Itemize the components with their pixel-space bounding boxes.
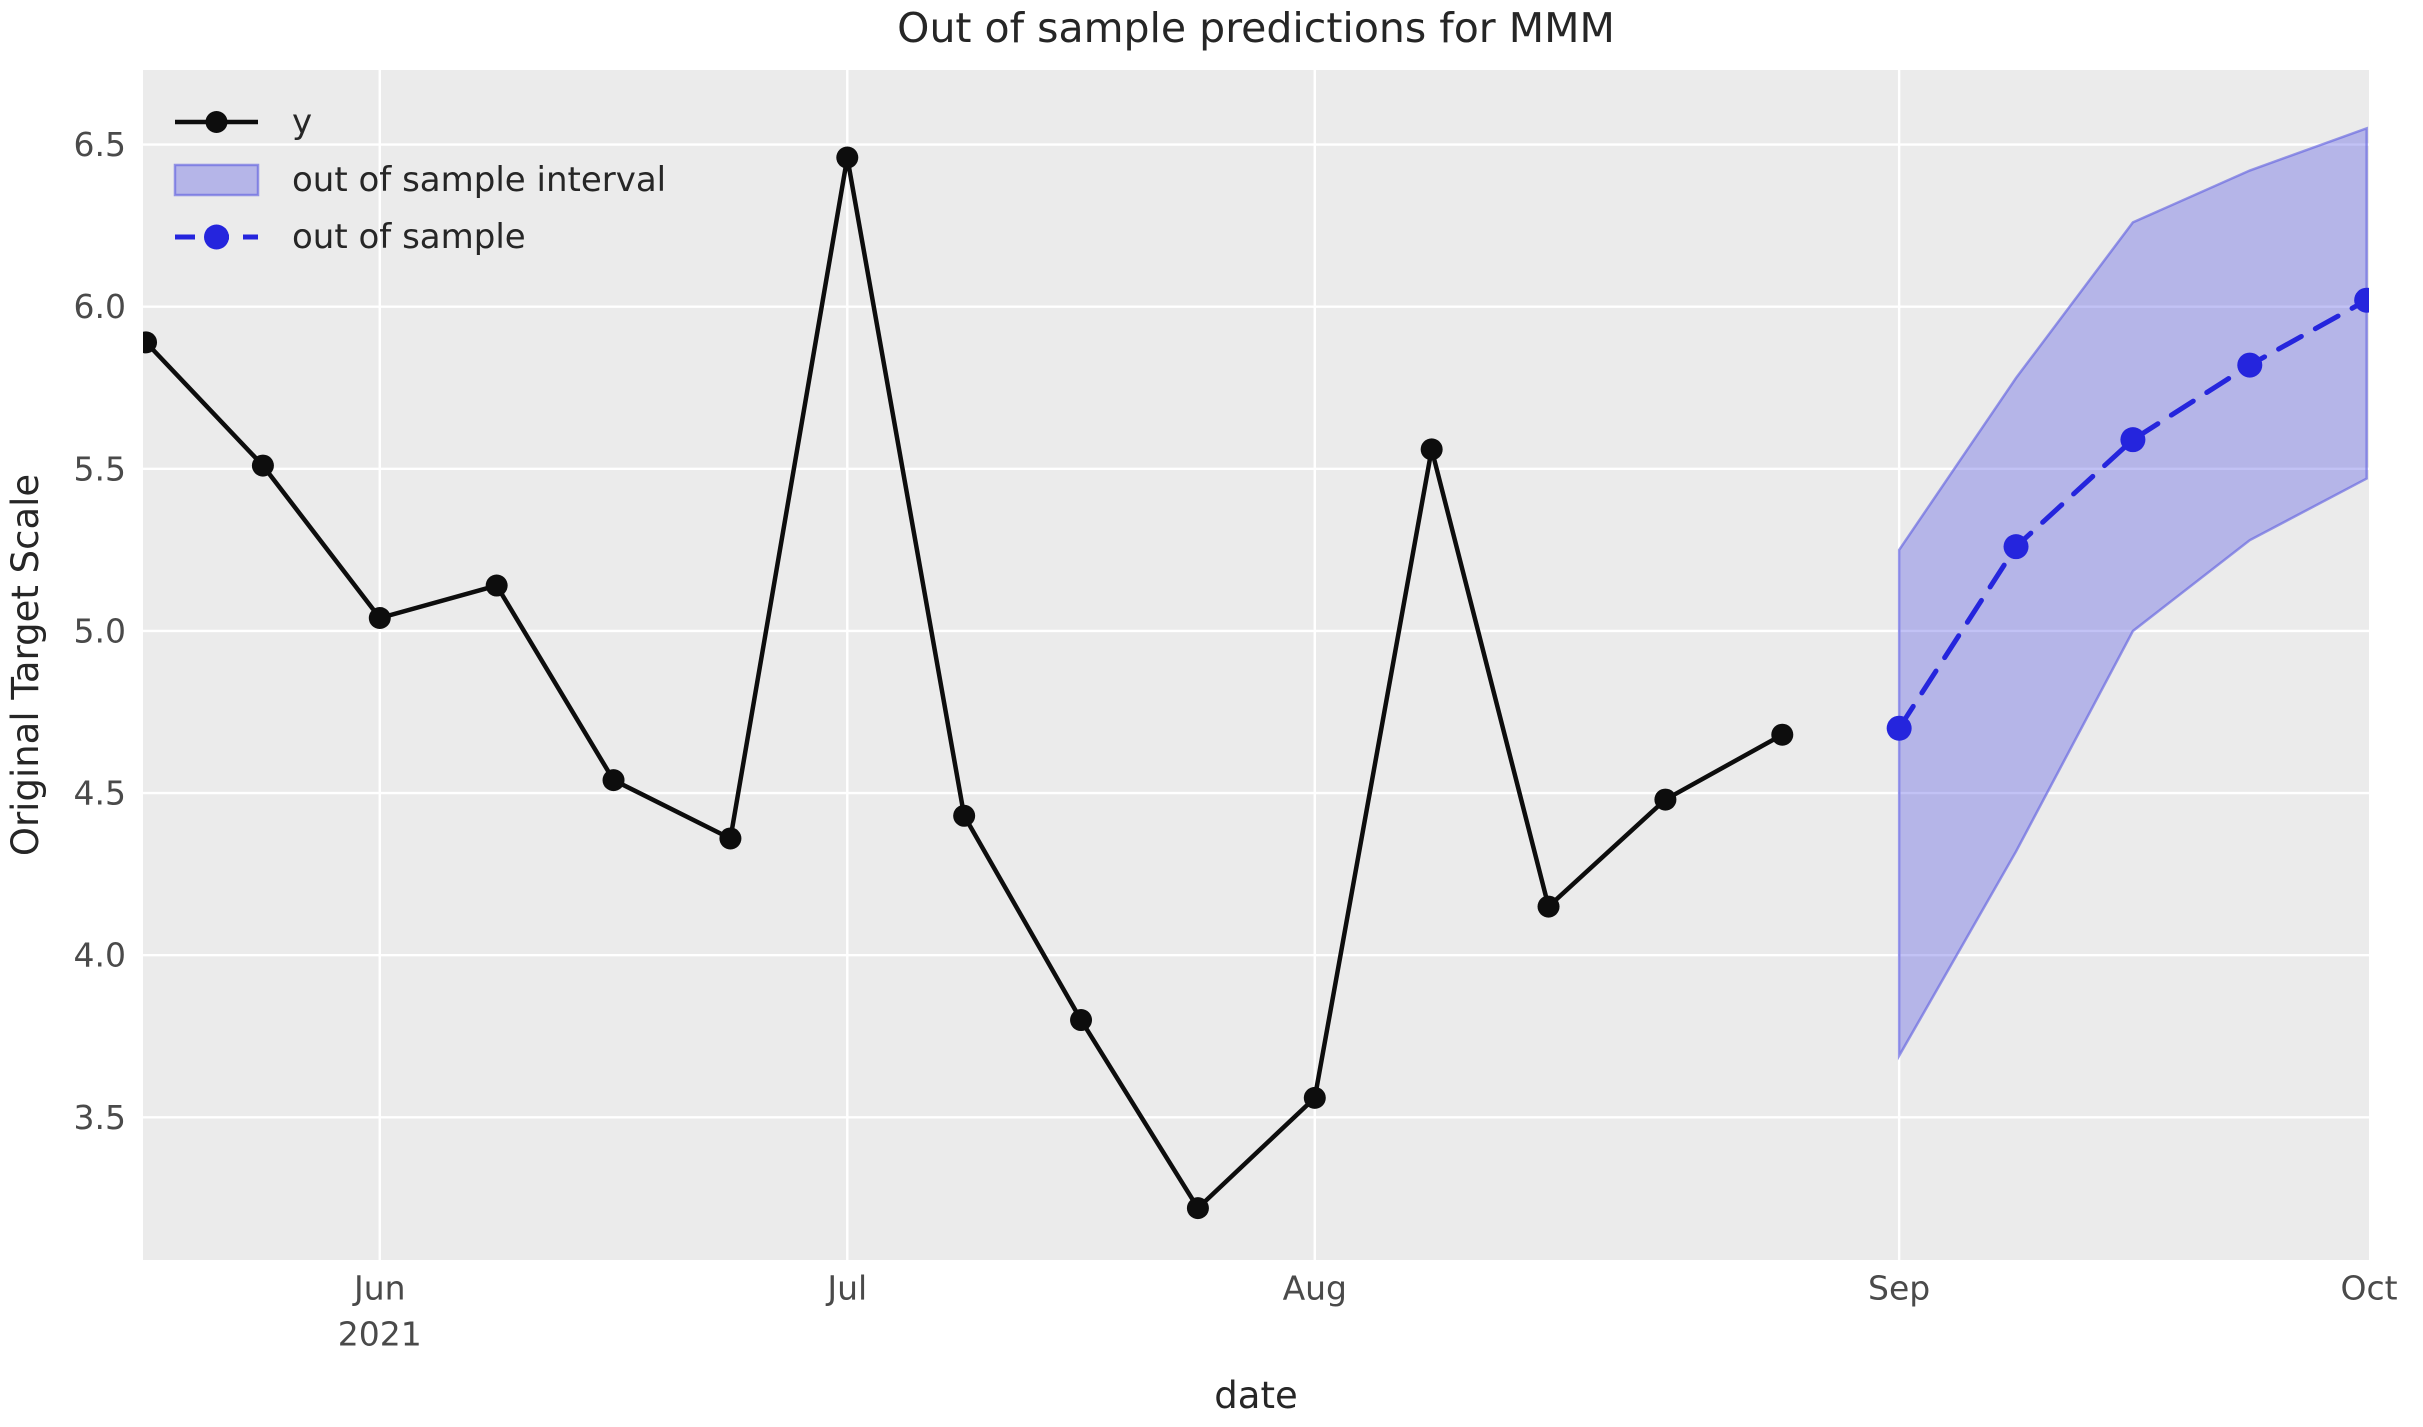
data-series [143,146,2369,1220]
x-tick-labels: Jun 2021 Jul Aug Sep Oct [338,1269,2398,1354]
chart-title: Out of sample predictions for MMM [897,4,1615,52]
x-tick-label: Aug [1283,1269,1347,1308]
out-of-sample-data-point [1886,715,1912,741]
y-tick-label: 6.5 [74,125,126,164]
legend-label-y: y [292,102,312,142]
x-tick-year-label: 2021 [338,1315,422,1354]
y-data-point [1771,723,1794,746]
y-tick-label: 5.5 [74,449,126,488]
y-data-point [485,574,508,597]
y-data-point [719,827,742,850]
y-data-point [602,769,625,792]
out-of-sample-data-point [2237,352,2263,378]
x-tick-label: Sep [1868,1269,1930,1308]
y-data-point [836,146,859,169]
plot-area [143,70,2369,1260]
out-of-sample-series-line [1896,297,2369,731]
x-tick-label: Oct [2340,1269,2397,1308]
y-data-point [1537,895,1560,918]
y-data-point [251,454,274,477]
interval-patch-sample-icon [173,163,260,197]
x-tick-label: Jun [352,1269,406,1308]
legend-item-out-of-sample: out of sample [175,217,526,257]
y-tick-label: 4.5 [74,774,126,813]
y-axis-label: Original Target Scale [4,474,47,856]
legend-label-out-of-sample-interval: out of sample interval [292,160,666,200]
y-data-point [368,606,391,629]
y-data-point [143,331,158,354]
legend: y out of sample interval out of sample [173,102,666,257]
y-data-point [1070,1009,1093,1032]
legend-label-out-of-sample: out of sample [292,217,526,257]
x-axis-label: date [1214,1374,1297,1417]
out-of-sample-marker-sample-icon [204,224,229,250]
y-tick-label: 3.5 [74,1098,126,1137]
y-tick-labels: 3.5 4.0 4.5 5.0 5.5 6.0 6.5 [74,125,126,1137]
y-data-point [1654,788,1677,811]
y-marker-sample-icon [205,111,228,133]
y-data-point [1420,438,1443,461]
out-of-sample-data-point [2120,427,2146,453]
y-data-point [1186,1197,1209,1220]
out-of-sample-data-point [2354,287,2369,313]
out-of-sample-data-point [2003,534,2029,560]
legend-item-out-of-sample-interval: out of sample interval [173,160,666,200]
y-tick-label: 5.0 [74,611,126,650]
y-tick-label: 4.0 [74,936,126,975]
y-data-point [953,804,976,827]
y-tick-label: 6.0 [74,287,126,326]
y-data-point [1303,1086,1326,1109]
legend-item-y: y [175,102,312,142]
x-tick-label: Jul [825,1269,867,1308]
